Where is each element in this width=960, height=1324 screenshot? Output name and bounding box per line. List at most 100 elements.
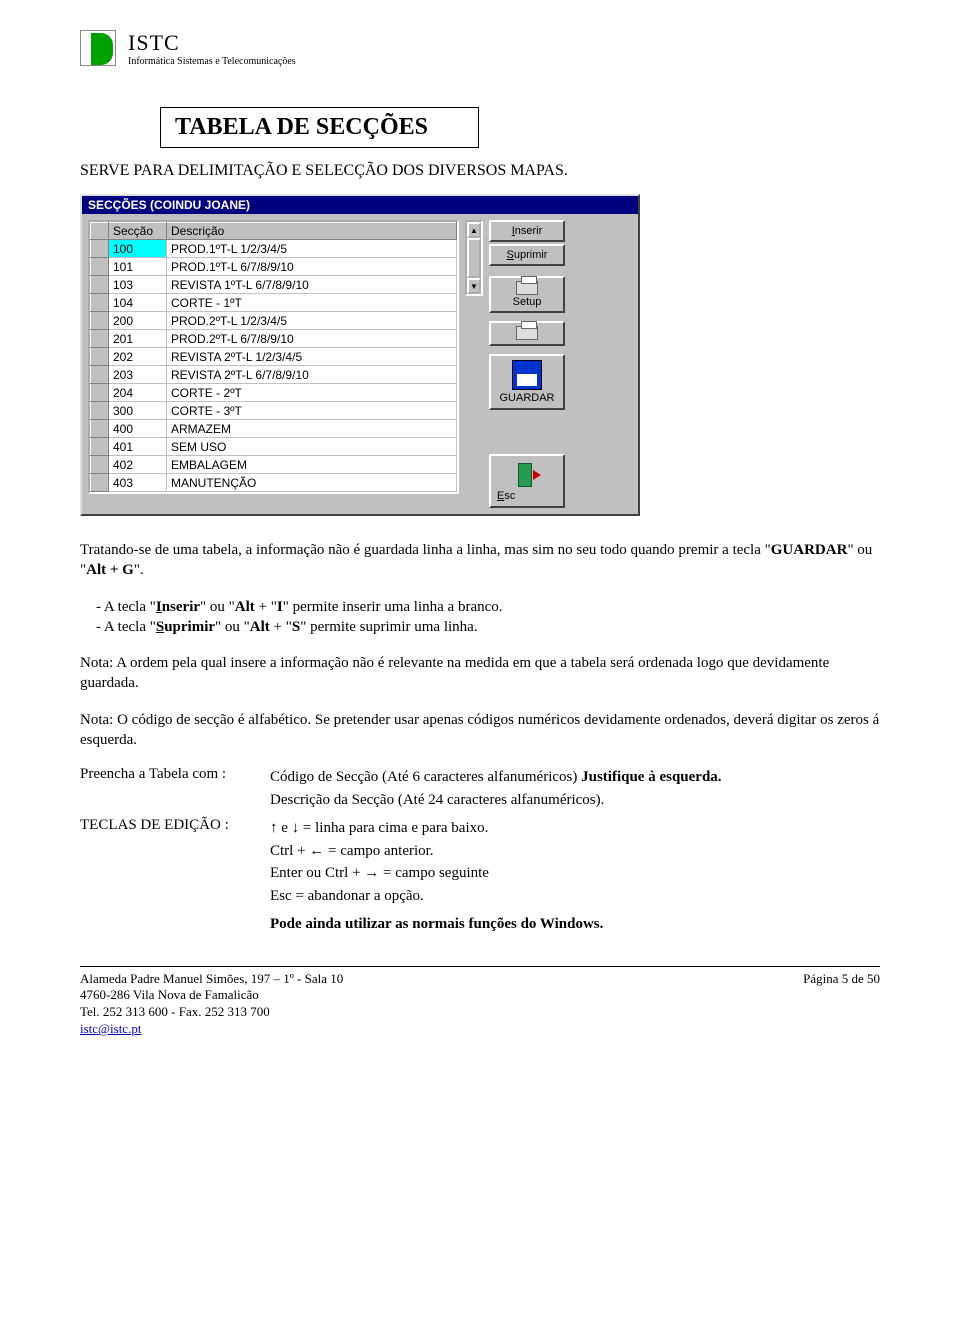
table-row[interactable]: 204CORTE - 2ºT <box>91 384 457 402</box>
dialog-titlebar: SECÇÕES (COINDU JOANE) <box>82 196 638 214</box>
cell-descricao[interactable]: ARMAZEM <box>167 420 457 438</box>
cell-descricao[interactable]: REVISTA 2ºT-L 1/2/3/4/5 <box>167 348 457 366</box>
footer: Alameda Padre Manuel Simões, 197 – 1º - … <box>80 966 880 1039</box>
row-header[interactable] <box>91 240 109 258</box>
footer-tel: Tel. 252 313 600 - Fax. 252 313 700 <box>80 1004 343 1021</box>
logo-subtitle: Informática Sistemas e Telecomunicações <box>128 56 296 67</box>
guardar-button[interactable]: GRD. GUARDAR <box>489 354 565 410</box>
dt-teclas: TECLAS DE EDIÇÃO : <box>80 817 260 907</box>
table-row[interactable]: 203REVISTA 2ºT-L 6/7/8/9/10 <box>91 366 457 384</box>
footer-email[interactable]: istc@istc.pt <box>80 1021 343 1038</box>
cell-descricao[interactable]: REVISTA 2ºT-L 6/7/8/9/10 <box>167 366 457 384</box>
button-column: Inserir Suprimir Setup GRD. GUARDAR <box>489 220 565 508</box>
row-header[interactable] <box>91 294 109 312</box>
seccoes-table[interactable]: Secção Descrição 100PROD.1ºT-L 1/2/3/4/5… <box>90 222 457 492</box>
logo-text: ISTC Informática Sistemas e Telecomunica… <box>128 30 296 67</box>
grid-container: Secção Descrição 100PROD.1ºT-L 1/2/3/4/5… <box>88 220 459 494</box>
printer-icon <box>516 281 538 295</box>
row-header[interactable] <box>91 474 109 492</box>
dd-final: Pode ainda utilizar as normais funções d… <box>270 913 880 936</box>
col-header-seccao[interactable]: Secção <box>109 223 167 240</box>
list-item: A tecla "Inserir" ou "Alt + "I" permite … <box>80 597 880 617</box>
cell-seccao[interactable]: 104 <box>109 294 167 312</box>
corner-cell <box>91 223 109 240</box>
print-button-2[interactable] <box>489 321 565 346</box>
cell-seccao[interactable]: 200 <box>109 312 167 330</box>
cell-seccao[interactable]: 401 <box>109 438 167 456</box>
print-button-1[interactable]: Setup <box>489 276 565 313</box>
footer-addr1: Alameda Padre Manuel Simões, 197 – 1º - … <box>80 971 343 988</box>
dd-teclas: ↑ e ↓ = linha para cima e para baixo. Ct… <box>270 817 880 907</box>
exit-icon <box>515 460 539 490</box>
cell-descricao[interactable]: MANUTENÇÃO <box>167 474 457 492</box>
row-header[interactable] <box>91 402 109 420</box>
table-row[interactable]: 300CORTE - 3ºT <box>91 402 457 420</box>
row-header[interactable] <box>91 348 109 366</box>
table-row[interactable]: 101PROD.1ºT-L 6/7/8/9/10 <box>91 258 457 276</box>
cell-descricao[interactable]: CORTE - 3ºT <box>167 402 457 420</box>
logo-title: ISTC <box>128 30 296 56</box>
scroll-down-button[interactable]: ▼ <box>467 278 481 294</box>
cell-seccao[interactable]: 100 <box>109 240 167 258</box>
scroll-thumb[interactable] <box>467 238 481 278</box>
table-row[interactable]: 200PROD.2ºT-L 1/2/3/4/5 <box>91 312 457 330</box>
nota-2: Nota: O código de secção é alfabético. S… <box>80 710 880 751</box>
cell-seccao[interactable]: 101 <box>109 258 167 276</box>
table-row[interactable]: 202REVISTA 2ºT-L 1/2/3/4/5 <box>91 348 457 366</box>
row-header[interactable] <box>91 366 109 384</box>
cell-descricao[interactable]: PROD.2ºT-L 6/7/8/9/10 <box>167 330 457 348</box>
table-row[interactable]: 100PROD.1ºT-L 1/2/3/4/5 <box>91 240 457 258</box>
cell-seccao[interactable]: 202 <box>109 348 167 366</box>
cell-descricao[interactable]: CORTE - 1ºT <box>167 294 457 312</box>
cell-descricao[interactable]: PROD.1ºT-L 1/2/3/4/5 <box>167 240 457 258</box>
table-row[interactable]: 104CORTE - 1ºT <box>91 294 457 312</box>
vertical-scrollbar[interactable]: ▲ ▼ <box>465 220 483 296</box>
title-box: TABELA DE SECÇÕES <box>160 107 479 148</box>
cell-descricao[interactable]: EMBALAGEM <box>167 456 457 474</box>
cell-seccao[interactable]: 203 <box>109 366 167 384</box>
esc-button[interactable]: Esc <box>489 454 565 508</box>
btn-label: nserir <box>515 225 543 237</box>
row-header[interactable] <box>91 384 109 402</box>
cell-seccao[interactable]: 402 <box>109 456 167 474</box>
cell-seccao[interactable]: 201 <box>109 330 167 348</box>
footer-page: Página 5 de 50 <box>803 971 880 1039</box>
cell-seccao[interactable]: 204 <box>109 384 167 402</box>
table-row[interactable]: 403MANUTENÇÃO <box>91 474 457 492</box>
seccoes-dialog: SECÇÕES (COINDU JOANE) Secção Descrição … <box>80 194 640 516</box>
cell-seccao[interactable]: 103 <box>109 276 167 294</box>
row-header[interactable] <box>91 330 109 348</box>
btn-label: uprimir <box>514 249 548 261</box>
printer-icon <box>516 326 538 340</box>
nota-1: Nota: A ordem pela qual insere a informa… <box>80 653 880 694</box>
scroll-up-button[interactable]: ▲ <box>467 222 481 238</box>
suprimir-button[interactable]: Suprimir <box>489 244 565 266</box>
btn-label: Setup <box>513 296 542 308</box>
body-text: Tratando-se de uma tabela, a informação … <box>80 540 880 936</box>
cell-descricao[interactable]: PROD.2ºT-L 1/2/3/4/5 <box>167 312 457 330</box>
dt-preencha: Preencha a Tabela com : <box>80 766 260 811</box>
cell-descricao[interactable]: REVISTA 1ºT-L 6/7/8/9/10 <box>167 276 457 294</box>
table-row[interactable]: 103REVISTA 1ºT-L 6/7/8/9/10 <box>91 276 457 294</box>
row-header[interactable] <box>91 420 109 438</box>
row-header[interactable] <box>91 276 109 294</box>
col-header-descricao[interactable]: Descrição <box>167 223 457 240</box>
cell-seccao[interactable]: 400 <box>109 420 167 438</box>
cell-seccao[interactable]: 403 <box>109 474 167 492</box>
floppy-icon: GRD. <box>512 360 542 390</box>
cell-descricao[interactable]: CORTE - 2ºT <box>167 384 457 402</box>
inserir-button[interactable]: Inserir <box>489 220 565 242</box>
bullet-list: A tecla "Inserir" ou "Alt + "I" permite … <box>80 597 880 638</box>
row-header[interactable] <box>91 438 109 456</box>
table-row[interactable]: 402EMBALAGEM <box>91 456 457 474</box>
row-header[interactable] <box>91 456 109 474</box>
table-row[interactable]: 400ARMAZEM <box>91 420 457 438</box>
page-title: TABELA DE SECÇÕES <box>175 114 428 141</box>
table-row[interactable]: 201PROD.2ºT-L 6/7/8/9/10 <box>91 330 457 348</box>
cell-seccao[interactable]: 300 <box>109 402 167 420</box>
row-header[interactable] <box>91 258 109 276</box>
cell-descricao[interactable]: SEM USO <box>167 438 457 456</box>
table-row[interactable]: 401SEM USO <box>91 438 457 456</box>
row-header[interactable] <box>91 312 109 330</box>
cell-descricao[interactable]: PROD.1ºT-L 6/7/8/9/10 <box>167 258 457 276</box>
